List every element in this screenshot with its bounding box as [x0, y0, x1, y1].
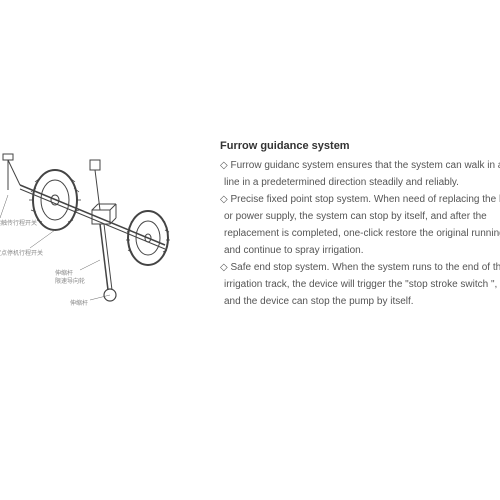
bullet-1-line-2: line in a predetermined direction steadi…: [220, 175, 500, 190]
bullet-2-line-3: replacement is completed, one-click rest…: [220, 226, 500, 241]
diagram-label-3: 伸缩杆: [55, 269, 73, 277]
diagram-label-4: 限速导向轮: [55, 277, 85, 285]
diagram-label-1: 接触传行程开关: [0, 219, 37, 227]
diagram-label-2: 定点停机行程开关: [0, 249, 43, 257]
furrow-guidance-diagram-svg: 接触传行程开关 定点停机行程开关 伸缩杆 限速导向轮 伸缩杆: [0, 140, 200, 320]
diagram-label-5: 伸缩杆: [70, 299, 88, 307]
bullet-3-line-3: and the device can stop the pump by itse…: [220, 294, 500, 309]
bullet-3-line-1: ◇ Safe end stop system. When the system …: [220, 260, 500, 275]
bullet-2-line-1: ◇ Precise fixed point stop system. When …: [220, 192, 500, 207]
bullet-3-line-2: irrigation track, the device will trigge…: [220, 277, 500, 292]
bullet-1-line-1: ◇ Furrow guidanc system ensures that the…: [220, 158, 500, 173]
description-text-block: Furrow guidance system ◇ Furrow guidanc …: [200, 140, 500, 311]
technical-diagram: 接触传行程开关 定点停机行程开关 伸缩杆 限速导向轮 伸缩杆: [0, 140, 200, 320]
content-container: 接触传行程开关 定点停机行程开关 伸缩杆 限速导向轮 伸缩杆 Furrow gu…: [0, 140, 500, 320]
section-heading: Furrow guidance system: [220, 140, 500, 152]
bullet-2-line-2: or power supply, the system can stop by …: [220, 209, 500, 224]
bullet-2-line-4: and continue to spray irrigation.: [220, 243, 500, 258]
